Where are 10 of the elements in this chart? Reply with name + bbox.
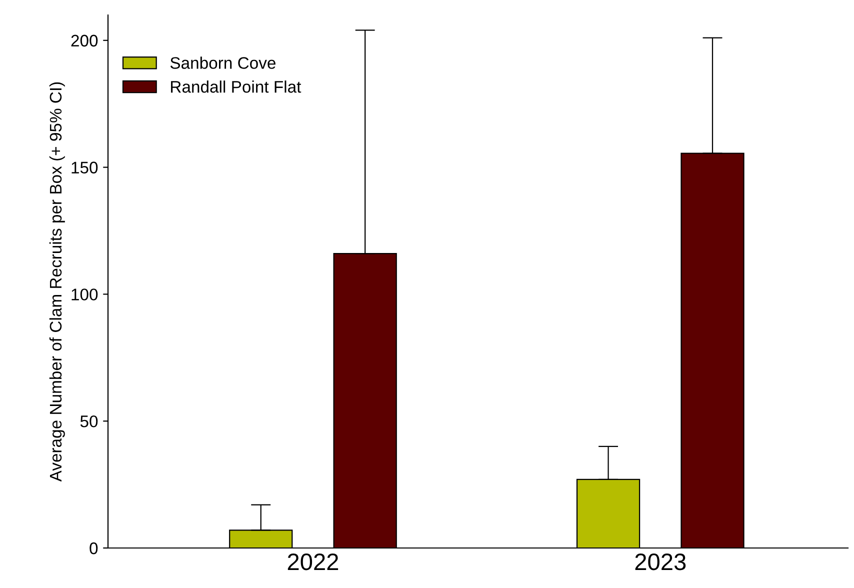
y-tick-label: 0 bbox=[90, 542, 98, 554]
x-tick-label: 2023 bbox=[635, 553, 686, 570]
y-tick-label: 150 bbox=[72, 162, 98, 174]
y-axis-title: Average Number of Clam Recruits per Box (+ 95% CI) bbox=[49, 82, 65, 482]
legend-label: Sanborn Cove bbox=[170, 56, 276, 69]
y-tick-label: 200 bbox=[71, 34, 98, 47]
y-tick-label: 50 bbox=[80, 415, 98, 428]
legend-label: Randall Point Flat bbox=[171, 80, 302, 93]
x-tick-label: 2022 bbox=[288, 553, 338, 570]
y-tick-label: 100 bbox=[72, 288, 98, 300]
